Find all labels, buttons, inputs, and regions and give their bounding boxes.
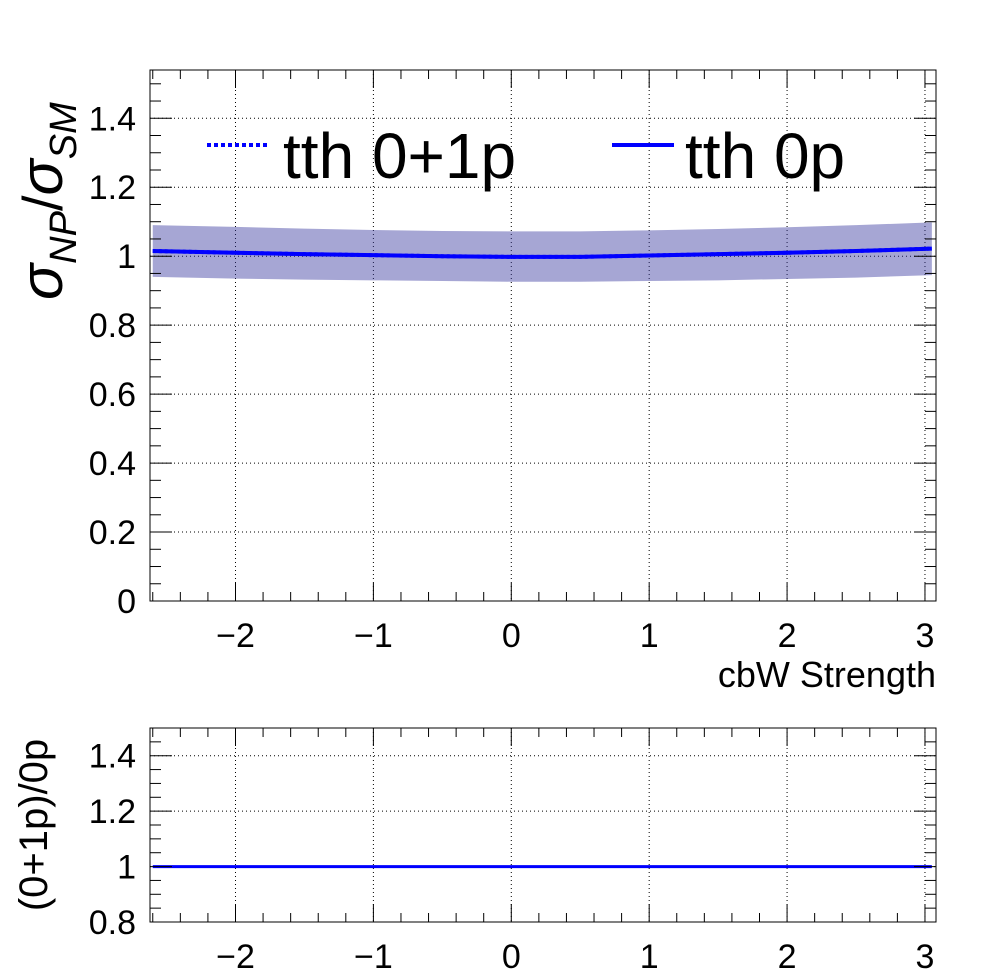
- y-tick-label: 1.4: [89, 738, 136, 776]
- y-tick-label: 0.6: [89, 376, 136, 414]
- x-axis-title: cbW Strength: [718, 654, 936, 695]
- x-tick-label: −1: [354, 938, 393, 972]
- plot-frame: [149, 69, 937, 602]
- uncertainty-band: [152, 222, 932, 282]
- x-tick-label: 0: [502, 617, 521, 655]
- legend-label-1: tth 0+1p: [283, 120, 516, 192]
- x-tick-label: −1: [354, 617, 393, 655]
- x-tick-label: 3: [916, 617, 935, 655]
- y-tick-label: 0.8: [89, 904, 136, 942]
- y-tick-label: 1.2: [89, 169, 136, 207]
- y-tick-label: 0.8: [89, 307, 136, 345]
- y-tick-label: 1.4: [89, 100, 136, 138]
- y-tick-label: 1: [117, 238, 136, 276]
- legend-label-2: tth 0p: [685, 120, 845, 192]
- x-tick-label: 2: [778, 617, 797, 655]
- ratio-panel: −2 −1 0 1 2 3 0.8 1 1.2 1.4 (0+1p)/0p: [12, 727, 937, 972]
- y-tick-label: 0.4: [89, 445, 136, 483]
- series-line-2: [152, 246, 932, 259]
- x-tick-label: 1: [640, 938, 659, 972]
- main-panel: −2 −1 0 1 2 3 0 0.2 0.4 0.6 0.8 1 1.2 1.4 cbW Strength…: [8, 69, 937, 695]
- y-axis-title: σNP​/σSM​: [8, 102, 85, 300]
- x-tick-label: −2: [216, 617, 255, 655]
- y-tick-label: 0: [117, 583, 136, 621]
- x-tick-label: 0: [502, 938, 521, 972]
- x-tick-label: 1: [640, 617, 659, 655]
- x-tick-label: 2: [778, 938, 797, 972]
- x-tick-label: −2: [216, 938, 255, 972]
- y-tick-label: 1.2: [89, 793, 136, 831]
- y-tick-label: 1: [117, 849, 136, 887]
- y-tick-label: 0.2: [89, 514, 136, 552]
- x-tick-label: 3: [916, 938, 935, 972]
- ratio-y-axis-title: (0+1p)/0p: [12, 739, 56, 911]
- plot-frame: [149, 727, 937, 923]
